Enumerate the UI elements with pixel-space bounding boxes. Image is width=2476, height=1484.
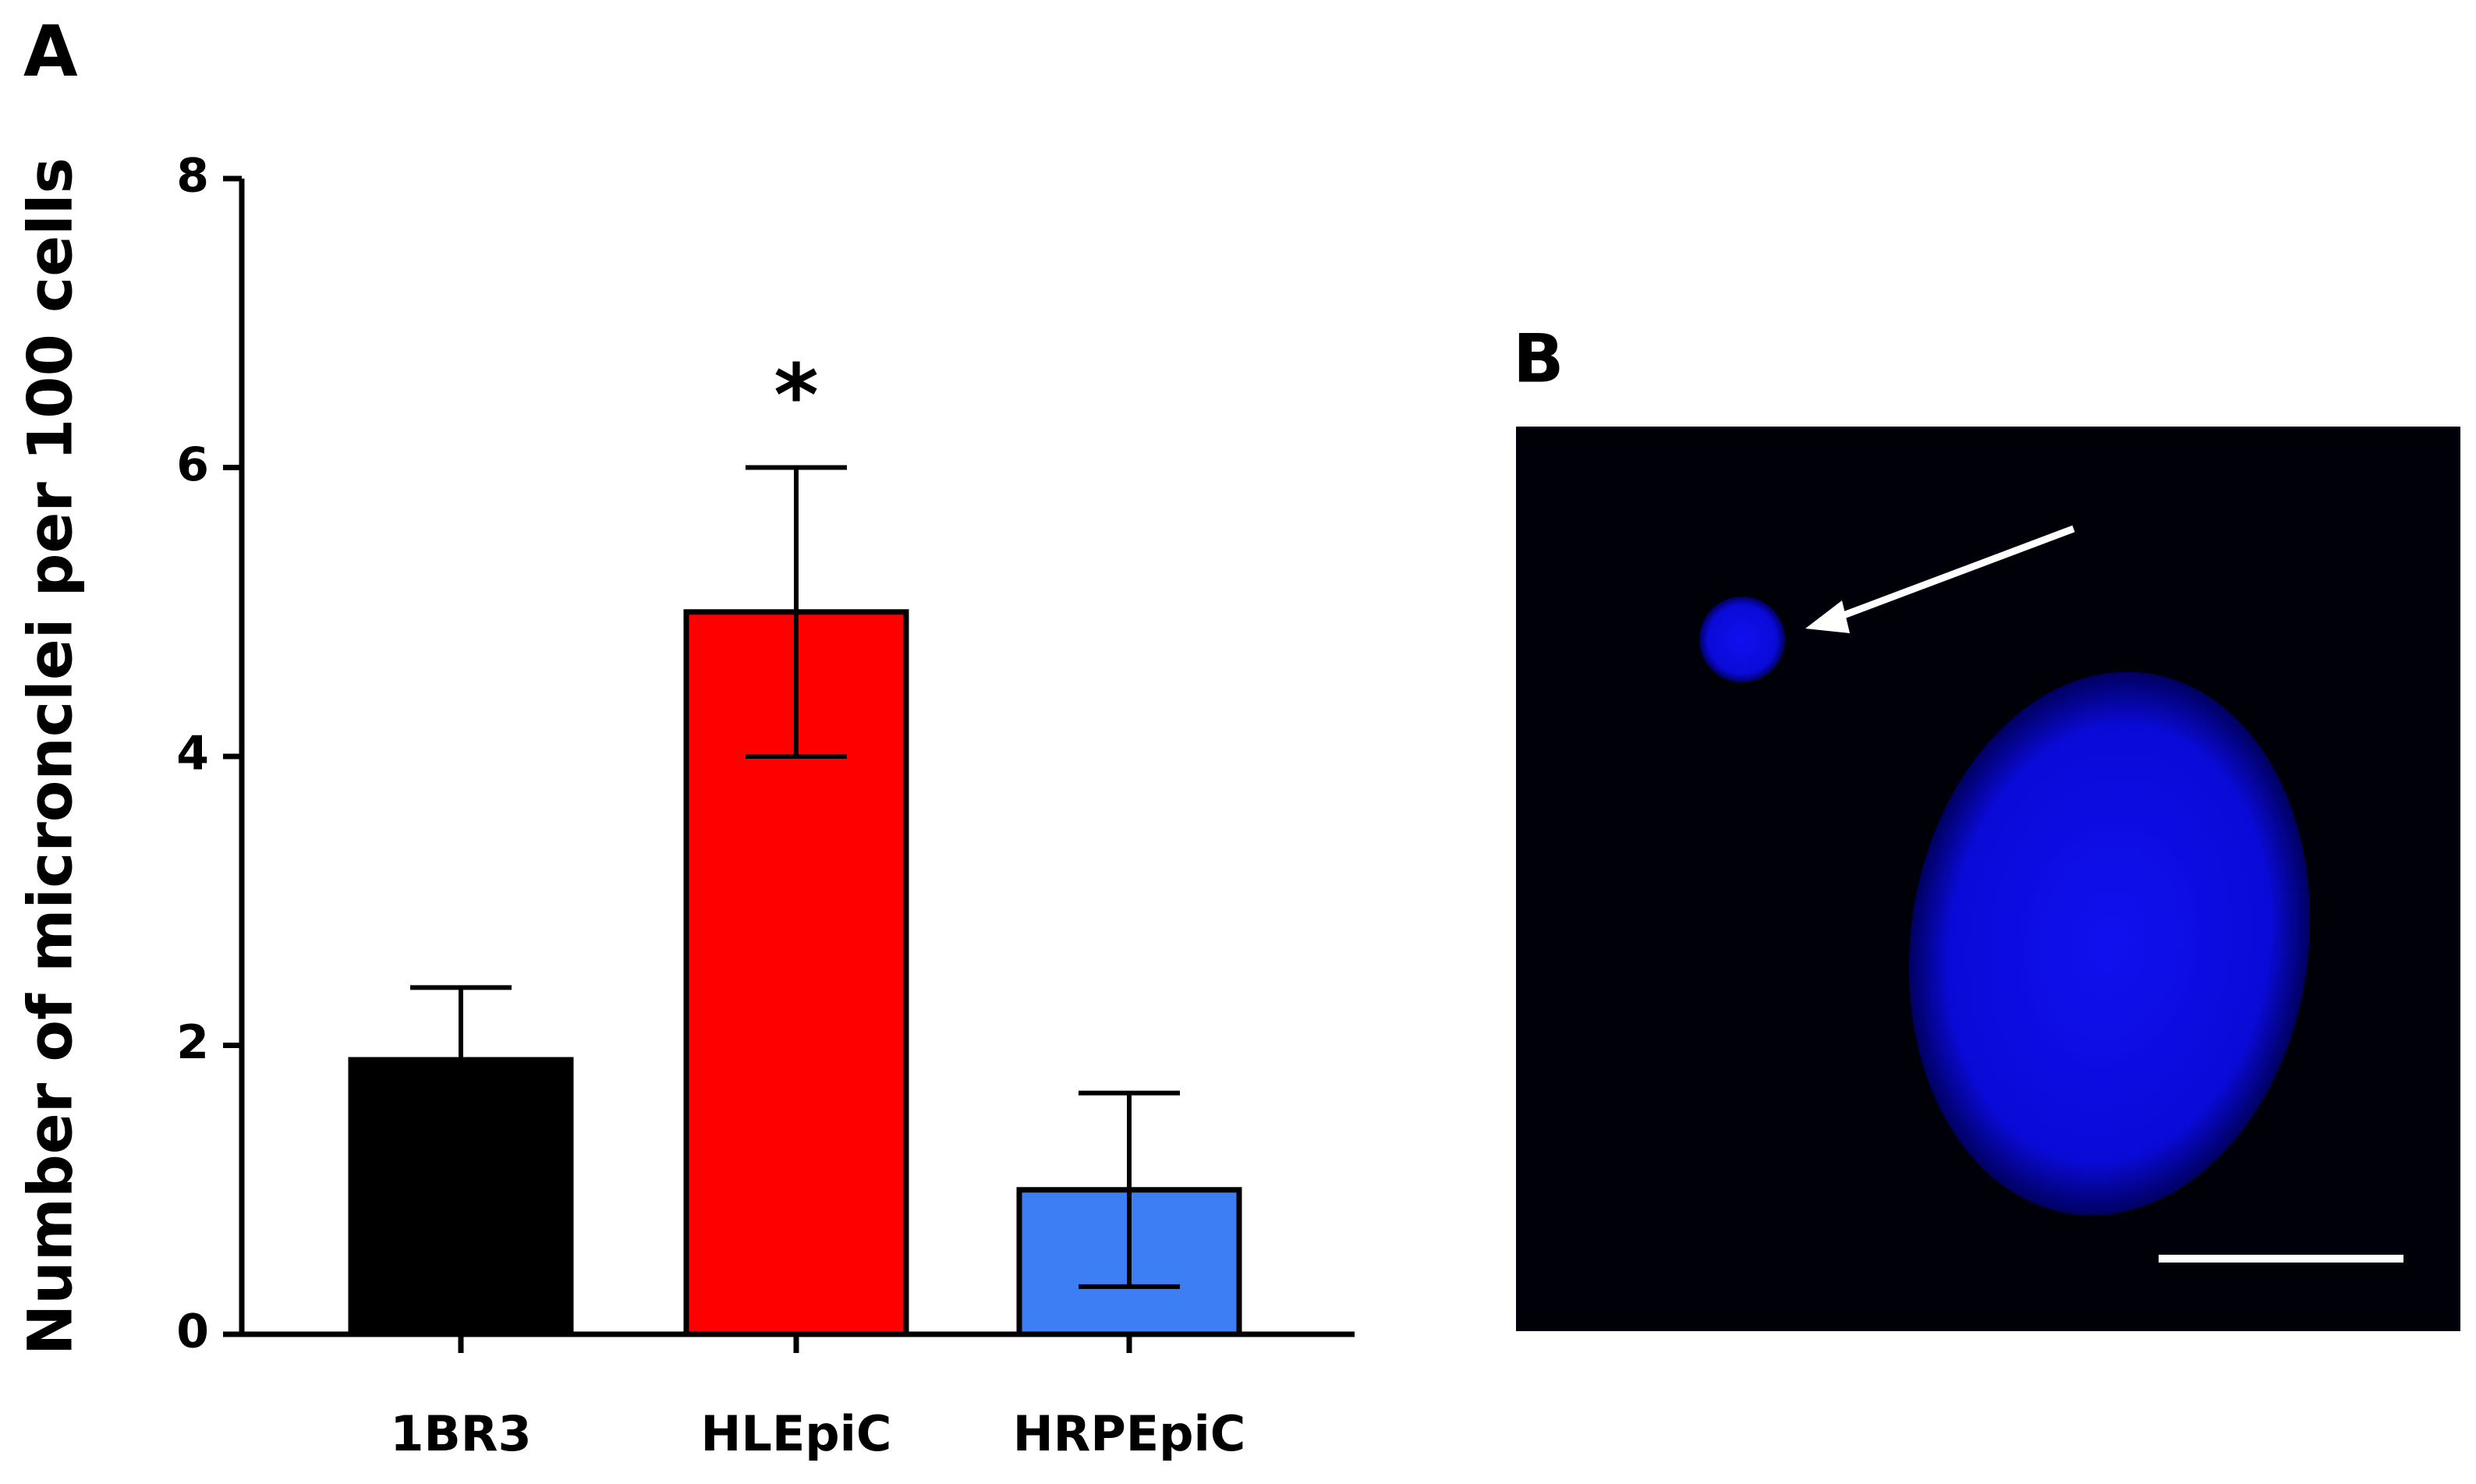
panel-label: A: [23, 11, 78, 93]
error-bar: [410, 985, 512, 1135]
y-tick-label: 0: [176, 1305, 209, 1359]
micronucleus: [1699, 597, 1785, 682]
x-tick-label: HLEpiC: [701, 1405, 892, 1462]
y-tick-label: 6: [176, 437, 209, 492]
y-tick-label: 8: [176, 149, 209, 204]
nucleus: [1908, 671, 2311, 1216]
error-bar: [1079, 1090, 1180, 1289]
x-tick-label: HRPEpiC: [1013, 1405, 1246, 1462]
x-tick-label: 1BR3: [390, 1405, 531, 1462]
y-axis-label: Number of micronclei per 100 cells: [16, 158, 86, 1355]
error-bar: [746, 465, 847, 759]
image-panel: B: [1513, 320, 2460, 1331]
y-tick-label: 2: [176, 1015, 209, 1070]
arrow: [1823, 525, 2075, 626]
annotation: *: [774, 345, 819, 445]
y-tick-label: 4: [176, 727, 209, 781]
arrow-head: [1805, 600, 1850, 633]
panel-label: B: [1513, 320, 1564, 398]
